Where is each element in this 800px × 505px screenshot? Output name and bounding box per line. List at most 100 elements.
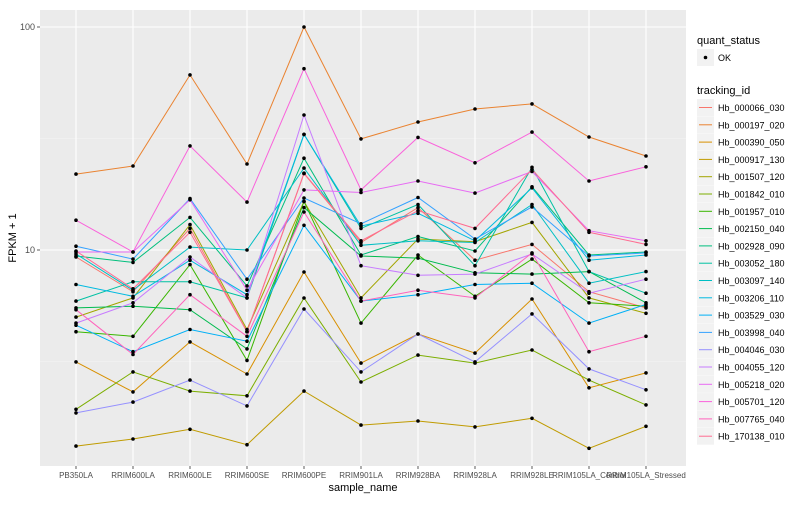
data-point-Hb_003998_040	[245, 277, 249, 282]
data-point-Hb_000917_130	[188, 427, 192, 432]
data-point-Hb_007765_040	[188, 292, 192, 297]
data-point-Hb_004055_120	[302, 113, 306, 117]
data-point-Hb_003206_110	[587, 258, 591, 263]
axes: 10 100 PB350LA RRIM600LA RRIM600LE RRIM600SE R…	[20, 22, 686, 480]
data-point-Hb_000197_020	[587, 135, 591, 139]
data-point-Hb_003052_180	[188, 280, 192, 284]
data-point-Hb_004046_030	[587, 367, 591, 371]
data-point-Hb_003097_140	[644, 269, 648, 274]
data-point-Hb_007765_040	[530, 251, 534, 255]
data-point-Hb_003097_140	[245, 248, 249, 252]
data-point-Hb_004046_030	[530, 312, 534, 316]
data-point-Hb_003052_180	[473, 263, 477, 268]
legend-label: Hb_002150_040	[718, 224, 785, 234]
data-point-Hb_001842_010	[416, 353, 420, 357]
data-point-Hb_003052_180	[644, 291, 648, 296]
data-points	[74, 25, 648, 451]
legend-label: Hb_001842_010	[718, 190, 785, 200]
data-point-Hb_005218_020	[302, 188, 306, 192]
data-point-Hb_000917_130	[74, 444, 78, 448]
data-point-Hb_000390_050	[587, 386, 591, 390]
data-point-Hb_170138_010	[188, 230, 192, 235]
data-point-Hb_004055_120	[473, 272, 477, 276]
data-point-Hb_002150_040	[245, 347, 249, 351]
legend-label: Hb_170138_010	[718, 432, 785, 442]
data-point-Hb_000917_130	[644, 424, 648, 429]
data-point-Hb_001842_010	[530, 348, 534, 352]
data-point-Hb_002928_090	[188, 215, 192, 220]
data-point-Hb_002928_090	[131, 260, 135, 265]
data-point-Hb_000917_130	[473, 425, 477, 429]
data-point-Hb_000197_020	[188, 73, 192, 77]
data-point-Hb_000066_030	[530, 242, 534, 247]
data-point-Hb_001507_120	[644, 311, 648, 316]
legend-label: Hb_001957_010	[718, 207, 785, 217]
data-point-Hb_002150_040	[131, 304, 135, 309]
data-point-Hb_000390_050	[359, 361, 363, 365]
data-point-Hb_003097_140	[188, 245, 192, 249]
data-point-Hb_004055_120	[644, 277, 648, 282]
data-point-Hb_001842_010	[74, 407, 78, 412]
data-point-Hb_003998_040	[302, 196, 306, 200]
data-point-Hb_170138_010	[74, 249, 78, 253]
data-point-Hb_000917_130	[530, 416, 534, 421]
data-point-Hb_001957_010	[302, 199, 306, 204]
data-point-Hb_003097_140	[416, 239, 420, 243]
data-point-Hb_003529_030	[587, 321, 591, 325]
data-point-Hb_007765_040	[587, 349, 591, 354]
data-point-Hb_170138_010	[530, 167, 534, 172]
data-point-Hb_170138_010	[587, 230, 591, 235]
data-point-Hb_004046_030	[188, 378, 192, 382]
data-point-Hb_005701_120	[644, 165, 648, 169]
data-point-Hb_000197_020	[131, 164, 135, 168]
data-point-Hb_000066_030	[416, 205, 420, 210]
data-point-Hb_002928_090	[359, 253, 363, 257]
legend-label: Hb_000390_050	[718, 138, 785, 148]
legend-label: Hb_003052_180	[718, 259, 785, 269]
data-point-Hb_000390_050	[245, 372, 249, 376]
data-point-Hb_000390_050	[530, 297, 534, 301]
data-point-Hb_002150_040	[416, 256, 420, 260]
data-point-Hb_003998_040	[416, 195, 420, 200]
data-point-Hb_005218_020	[473, 191, 477, 195]
data-point-Hb_007765_040	[131, 352, 135, 357]
legend-label: Hb_002928_090	[718, 241, 785, 251]
data-point-Hb_002150_040	[302, 205, 306, 210]
data-point-Hb_005218_020	[188, 198, 192, 202]
data-point-Hb_000917_130	[245, 442, 249, 447]
data-point-Hb_003206_110	[245, 292, 249, 297]
data-point-Hb_005701_120	[359, 188, 363, 192]
data-point-Hb_170138_010	[644, 242, 648, 247]
data-point-Hb_000066_030	[188, 226, 192, 231]
y-tick-label: 100	[20, 22, 35, 32]
data-point-Hb_003529_030	[473, 282, 477, 287]
data-point-Hb_001957_010	[188, 262, 192, 267]
data-point-Hb_005701_120	[473, 161, 477, 165]
data-point-Hb_007765_040	[644, 334, 648, 339]
data-point-Hb_004046_030	[131, 400, 135, 404]
y-axis-title: FPKM + 1	[7, 213, 19, 262]
data-point-Hb_000197_020	[530, 102, 534, 106]
data-point-Hb_001507_120	[587, 296, 591, 300]
data-point-Hb_000390_050	[302, 270, 306, 274]
data-point-Hb_003206_110	[74, 282, 78, 287]
x-axis-title: sample_name	[328, 482, 397, 494]
data-point-Hb_003052_180	[416, 202, 420, 207]
x-tick-label: RRIM105LA_Stressed	[606, 471, 686, 480]
data-point-Hb_005701_120	[416, 135, 420, 140]
x-tick-label: RRIM928BA	[396, 471, 441, 480]
data-point-Hb_003206_110	[131, 294, 135, 299]
data-point-Hb_170138_010	[131, 287, 135, 291]
data-point-Hb_001842_010	[302, 296, 306, 300]
data-point-Hb_003529_030	[302, 223, 306, 228]
data-point-Hb_005218_020	[416, 179, 420, 183]
data-point-Hb_003529_030	[416, 292, 420, 297]
x-tick-label: RRIM901LA	[339, 471, 383, 480]
data-point-Hb_000390_050	[74, 360, 78, 364]
data-point-Hb_000917_130	[416, 419, 420, 423]
data-point-Hb_003206_110	[416, 211, 420, 216]
data-point-Hb_001842_010	[188, 389, 192, 393]
data-point-Hb_000390_050	[644, 371, 648, 375]
data-point-Hb_001507_120	[530, 220, 534, 225]
